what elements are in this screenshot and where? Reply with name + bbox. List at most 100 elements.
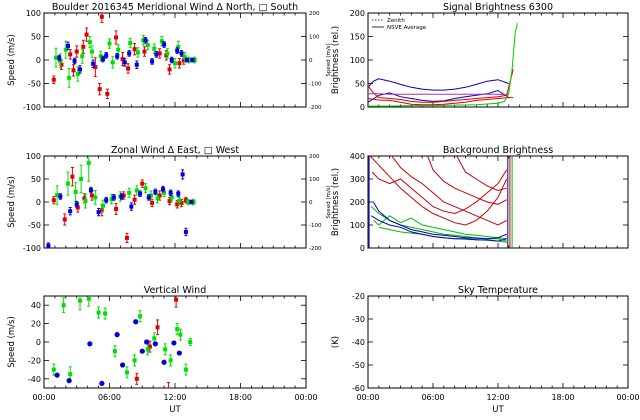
data-point-red (147, 344, 152, 349)
y-tick-label: -100 (23, 244, 41, 253)
y-tick-label: 150 (350, 33, 365, 42)
y-tick-label: 20 (31, 320, 41, 329)
y-tick-label: -40 (352, 338, 365, 347)
series-line-red-3 (391, 156, 507, 226)
data-layer (51, 296, 193, 388)
data-layer (368, 156, 513, 248)
data-point-blue (152, 341, 158, 347)
x-tick-label: 00:00 (294, 393, 317, 402)
data-point-green (141, 38, 146, 43)
x-tick-label: 18:00 (551, 393, 574, 402)
data-point-blue (114, 332, 120, 338)
data-point-red (174, 297, 179, 302)
x-tick-label: 12:00 (486, 393, 509, 402)
chart-title: Zonal Wind Δ East, □ West (111, 145, 239, 156)
data-point-green (186, 200, 191, 204)
data-point-green (78, 298, 83, 303)
x-tick-label: 06:00 (421, 393, 444, 402)
y-tick-label: 50 (355, 80, 365, 89)
data-point-blue (143, 38, 148, 43)
legend-label: NSVE Average (387, 25, 427, 31)
y-tick-label: 0 (36, 338, 41, 347)
data-point-blue (162, 42, 167, 47)
data-point-green (159, 39, 164, 44)
data-point-green (63, 47, 68, 52)
data-point-green (54, 55, 59, 60)
y-tick-label: 0 (36, 198, 41, 207)
data-point-red (134, 376, 139, 381)
data-point-red (126, 66, 131, 71)
data-point-green (51, 367, 56, 372)
data-point-red (59, 62, 64, 67)
data-point-red (97, 87, 102, 92)
data-point-blue (99, 380, 105, 386)
data-point-blue (183, 229, 188, 234)
data-layer (368, 23, 518, 107)
data-point-blue (134, 62, 139, 67)
data-point-red (70, 174, 75, 179)
data-point-red (74, 49, 79, 54)
data-point-blue (139, 348, 145, 354)
data-point-red (167, 67, 172, 72)
data-layer (46, 156, 196, 248)
y-axis-label: Brightness (rel.) (331, 168, 341, 236)
data-point-red (177, 61, 182, 66)
data-point-green (127, 190, 132, 195)
data-point-green (93, 195, 98, 200)
y-tick-label: -60 (352, 384, 365, 393)
right-tick-label: 100 (309, 177, 320, 183)
data-point-red (132, 197, 137, 202)
data-point-green (134, 188, 139, 193)
y-tick-label: -50 (28, 221, 41, 230)
x-tick-label: 00:00 (356, 393, 379, 402)
data-point-blue (115, 54, 120, 59)
data-point-red (142, 49, 147, 54)
x-axis-label: UT (492, 405, 504, 415)
data-point-blue (78, 67, 83, 72)
y-tick-label: 0 (36, 56, 41, 65)
x-tick-label: 18:00 (229, 393, 252, 402)
data-point-red (157, 193, 162, 198)
data-point-blue (91, 61, 96, 66)
data-point-blue (66, 378, 72, 384)
data-point-green (135, 50, 140, 55)
data-point-green (152, 46, 157, 51)
data-point-red (150, 200, 155, 205)
data-point-blue (169, 58, 174, 62)
data-point-green (110, 60, 115, 65)
data-point-red (124, 235, 129, 240)
data-point-red (93, 65, 98, 70)
series-line-purple (368, 93, 509, 96)
chart-signal: Signal Brightness 6300 0 50 100 150 200 Bright… (331, 2, 629, 112)
data-point-green (178, 332, 183, 337)
series-line-blue-a (368, 78, 509, 91)
data-point-green (109, 197, 114, 202)
data-point-green (103, 311, 108, 316)
y-tick-label: 50 (31, 33, 41, 42)
data-point-blue (129, 204, 134, 209)
series-line-green-2 (373, 215, 507, 240)
data-point-blue (168, 190, 173, 195)
data-point-blue (104, 53, 109, 58)
data-point-blue (179, 51, 184, 56)
data-point-blue (119, 194, 124, 199)
chart-title: Sky Temperature (458, 285, 538, 296)
data-point-blue (180, 172, 185, 177)
data-point-green (132, 358, 137, 363)
y-tick-label: -40 (28, 375, 41, 384)
data-point-green (176, 44, 181, 49)
chart-title: Signal Brightness 6300 (443, 2, 553, 13)
chart-title: Vertical Wind (144, 285, 206, 296)
data-point-red (68, 52, 73, 57)
right-tick-label: -200 (309, 246, 322, 252)
y-tick-label: 200 (350, 198, 365, 207)
data-point-green (87, 40, 92, 45)
data-point-green (55, 193, 60, 198)
data-point-blue (171, 340, 177, 346)
chart-zonal: Zonal Wind Δ East, □ West -100 -50 0 50 100 Sp… (7, 145, 332, 253)
chart-title: Boulder 2016345 Meridional Wind Δ North,… (52, 2, 298, 13)
data-point-red (155, 325, 160, 330)
series-line-red-5 (456, 156, 507, 192)
data-point-blue (190, 58, 195, 62)
data-point-blue (104, 198, 109, 203)
